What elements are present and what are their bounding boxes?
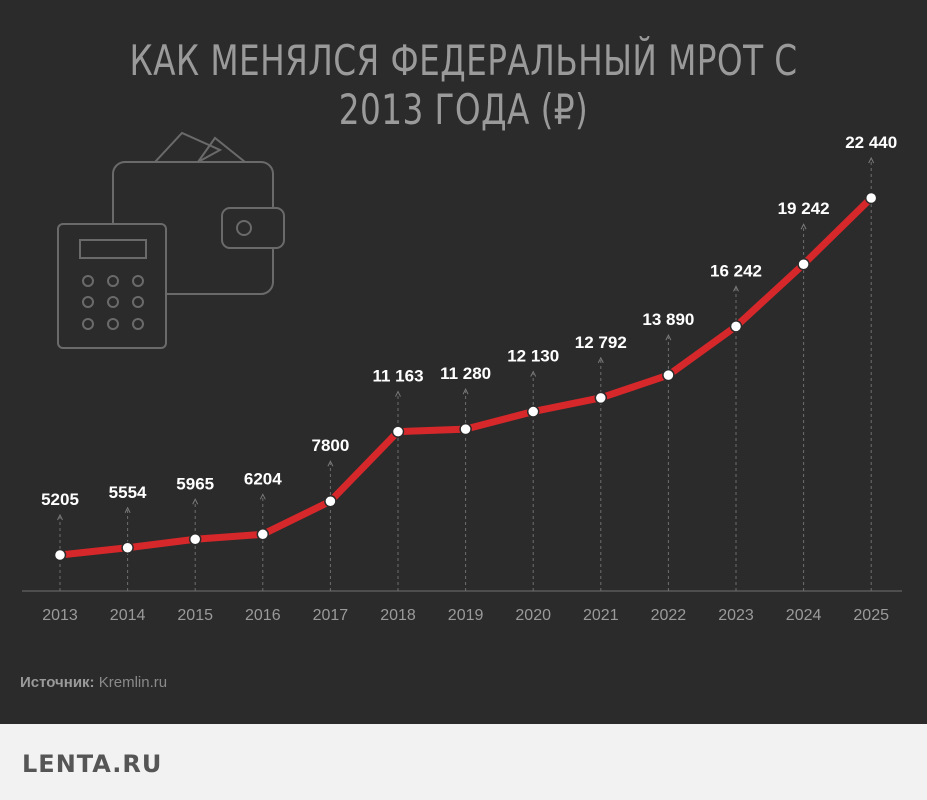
data-label: 22 440 xyxy=(845,133,897,152)
x-tick-label: 2023 xyxy=(718,607,754,624)
x-tick-label: 2017 xyxy=(313,607,349,624)
drop-line-arrow-icon xyxy=(259,493,266,500)
x-tick-label: 2025 xyxy=(853,607,889,624)
x-tick-label: 2019 xyxy=(448,607,484,624)
data-label: 11 280 xyxy=(440,364,491,383)
data-point[interactable] xyxy=(324,494,337,508)
data-point[interactable] xyxy=(526,405,540,418)
data-point[interactable] xyxy=(391,425,405,438)
x-tick-label: 2016 xyxy=(245,607,281,624)
x-tick-label: 2018 xyxy=(380,607,416,624)
data-point[interactable] xyxy=(662,368,675,382)
footer-bar: LENTA.RU xyxy=(0,724,927,800)
data-point[interactable] xyxy=(121,541,134,555)
drop-line-arrow-icon xyxy=(733,285,739,292)
data-point[interactable] xyxy=(594,391,608,405)
drop-line-arrow-icon xyxy=(327,460,334,467)
drop-line-arrow-icon xyxy=(597,356,604,364)
drop-line-arrow-icon xyxy=(462,388,469,395)
source-label: Источник: xyxy=(20,674,95,691)
data-label: 12 130 xyxy=(507,347,559,366)
drop-line-arrow-icon xyxy=(124,506,131,513)
data-label: 5965 xyxy=(176,474,214,493)
drop-line-arrow-icon xyxy=(57,513,63,521)
drop-line-arrow-icon xyxy=(192,498,199,505)
data-label: 16 242 xyxy=(710,261,762,280)
data-label: 13 890 xyxy=(642,310,694,329)
data-point[interactable] xyxy=(256,528,270,541)
page-title: КАК МЕНЯЛСЯ ФЕДЕРАЛЬНЫЙ МРОТ С 2013 ГОДА… xyxy=(129,36,798,134)
data-label: 7800 xyxy=(311,436,349,455)
source-value: Kremlin.ru xyxy=(98,674,168,691)
data-label: 6204 xyxy=(244,469,282,488)
drop-line-arrow-icon xyxy=(530,370,537,377)
x-tick-label: 2020 xyxy=(515,607,551,624)
drop-line-arrow-icon xyxy=(868,156,875,164)
lenta-logo: LENTA.RU xyxy=(22,750,163,778)
x-tick-label: 2014 xyxy=(110,607,146,624)
data-point[interactable] xyxy=(864,191,878,205)
data-point[interactable] xyxy=(729,320,743,333)
data-label: 5554 xyxy=(109,483,147,502)
x-tick-label: 2015 xyxy=(177,607,213,624)
drop-line-arrow-icon xyxy=(395,390,401,397)
data-point[interactable] xyxy=(459,422,472,436)
data-label: 11 163 xyxy=(372,367,423,386)
source-note: Источник: Kremlin.ru xyxy=(20,674,167,691)
drop-line-arrow-icon xyxy=(800,223,807,230)
data-point[interactable] xyxy=(797,257,810,271)
data-point[interactable] xyxy=(53,548,67,562)
x-tick-label: 2022 xyxy=(651,607,687,624)
data-label: 5205 xyxy=(41,490,79,509)
data-point[interactable] xyxy=(188,533,202,546)
x-tick-label: 2024 xyxy=(786,607,822,624)
drop-line-arrow-icon xyxy=(665,333,672,341)
wallet-calculator-icon xyxy=(57,131,285,349)
data-label: 12 792 xyxy=(575,333,627,352)
x-tick-label: 2013 xyxy=(42,607,78,624)
data-label: 19 242 xyxy=(778,199,830,218)
x-tick-label: 2021 xyxy=(583,607,619,624)
